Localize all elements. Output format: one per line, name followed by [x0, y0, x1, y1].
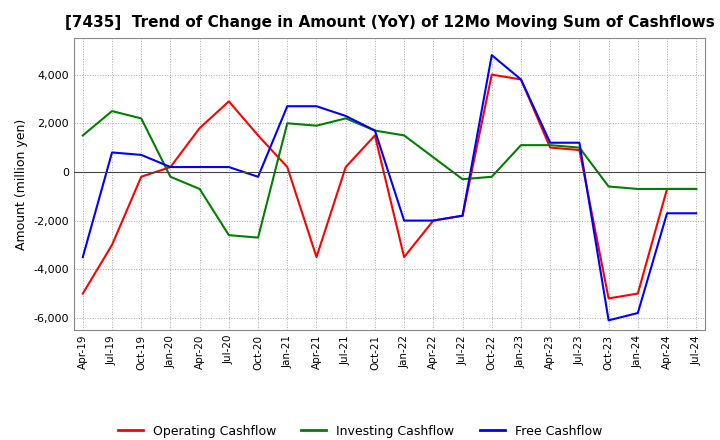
Title: [7435]  Trend of Change in Amount (YoY) of 12Mo Moving Sum of Cashflows: [7435] Trend of Change in Amount (YoY) o…: [65, 15, 714, 30]
Y-axis label: Amount (million yen): Amount (million yen): [15, 118, 28, 250]
Legend: Operating Cashflow, Investing Cashflow, Free Cashflow: Operating Cashflow, Investing Cashflow, …: [113, 420, 607, 440]
